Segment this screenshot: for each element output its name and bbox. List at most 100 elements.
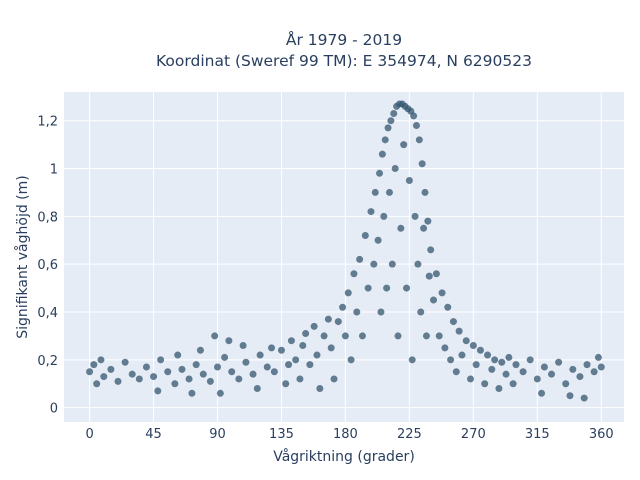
data-point	[424, 217, 432, 225]
data-point	[316, 385, 324, 393]
data-point	[526, 356, 534, 364]
data-point	[495, 385, 503, 393]
data-point	[292, 356, 300, 364]
data-point	[583, 361, 591, 369]
data-point	[377, 308, 385, 316]
data-point	[150, 373, 158, 381]
x-axis-label: Vågriktning (grader)	[273, 448, 415, 465]
data-point	[347, 356, 355, 364]
data-point	[432, 270, 440, 278]
data-point	[384, 124, 392, 132]
data-point	[353, 308, 361, 316]
data-point	[128, 370, 136, 378]
data-point	[414, 260, 422, 268]
x-tick-label: 180	[333, 427, 358, 442]
data-point	[425, 272, 433, 280]
data-point	[576, 373, 584, 381]
data-point	[341, 332, 349, 340]
data-point	[135, 375, 143, 383]
data-point	[405, 176, 413, 184]
data-point	[287, 337, 295, 345]
data-point	[387, 117, 395, 125]
data-point	[185, 375, 193, 383]
y-axis-ticks: 0 0,2 0,4 0,6 0,8 1 1,2	[37, 115, 58, 417]
data-point	[263, 363, 271, 371]
data-point	[171, 380, 179, 388]
data-point	[417, 308, 425, 316]
data-point	[462, 337, 470, 345]
y-tick-label: 1	[50, 163, 58, 178]
data-point	[484, 351, 492, 359]
data-point	[505, 353, 513, 361]
y-tick-label: 0	[50, 402, 58, 417]
x-tick-label: 90	[209, 427, 226, 442]
data-point	[580, 394, 588, 402]
data-point	[285, 361, 293, 369]
data-point	[235, 375, 243, 383]
data-point	[249, 370, 257, 378]
data-point	[302, 330, 310, 338]
y-tick-label: 1,2	[37, 115, 58, 130]
data-point	[157, 356, 165, 364]
data-point	[411, 212, 419, 220]
data-point	[242, 358, 250, 366]
x-tick-label: 360	[589, 427, 614, 442]
data-point	[476, 346, 484, 354]
data-point	[107, 365, 115, 373]
data-point	[86, 368, 94, 376]
data-point	[253, 385, 261, 393]
data-point	[114, 377, 122, 385]
data-point	[270, 368, 278, 376]
data-point	[371, 188, 379, 196]
data-point	[178, 365, 186, 373]
data-point	[350, 270, 358, 278]
data-point	[296, 375, 304, 383]
y-tick-label: 0,2	[37, 354, 58, 369]
data-point	[540, 363, 548, 371]
data-point	[509, 380, 517, 388]
data-point	[142, 363, 150, 371]
data-point	[408, 356, 416, 364]
data-point	[397, 224, 405, 232]
data-point	[361, 231, 369, 239]
data-point	[188, 389, 196, 397]
data-point	[370, 260, 378, 268]
data-point	[422, 332, 430, 340]
data-point	[447, 356, 455, 364]
data-point	[228, 368, 236, 376]
data-point	[216, 389, 224, 397]
data-point	[538, 389, 546, 397]
x-tick-label: 45	[145, 427, 162, 442]
data-point	[121, 358, 129, 366]
data-point	[214, 363, 222, 371]
data-point	[466, 375, 474, 383]
y-tick-label: 0,8	[37, 210, 58, 225]
data-point	[313, 351, 321, 359]
x-tick-label: 135	[269, 427, 294, 442]
data-point	[420, 224, 428, 232]
data-point	[383, 284, 391, 292]
data-point	[256, 351, 264, 359]
data-point	[458, 351, 466, 359]
data-point	[196, 346, 204, 354]
plot-area	[64, 92, 624, 422]
data-point	[380, 212, 388, 220]
data-point	[435, 332, 443, 340]
data-point	[597, 363, 605, 371]
data-point	[310, 322, 318, 330]
data-point	[498, 358, 506, 366]
data-point	[93, 380, 101, 388]
data-point	[569, 365, 577, 373]
data-point	[421, 188, 429, 196]
chart-title-line-1: År 1979 - 2019	[286, 30, 402, 49]
data-point	[306, 361, 314, 369]
data-point	[481, 380, 489, 388]
data-point	[412, 121, 420, 129]
y-axis-label: Signifikant våghöjd (m)	[14, 175, 31, 338]
data-point	[418, 160, 426, 168]
data-point	[391, 165, 399, 173]
data-point	[385, 188, 393, 196]
data-point	[415, 136, 423, 144]
data-point	[299, 341, 307, 349]
